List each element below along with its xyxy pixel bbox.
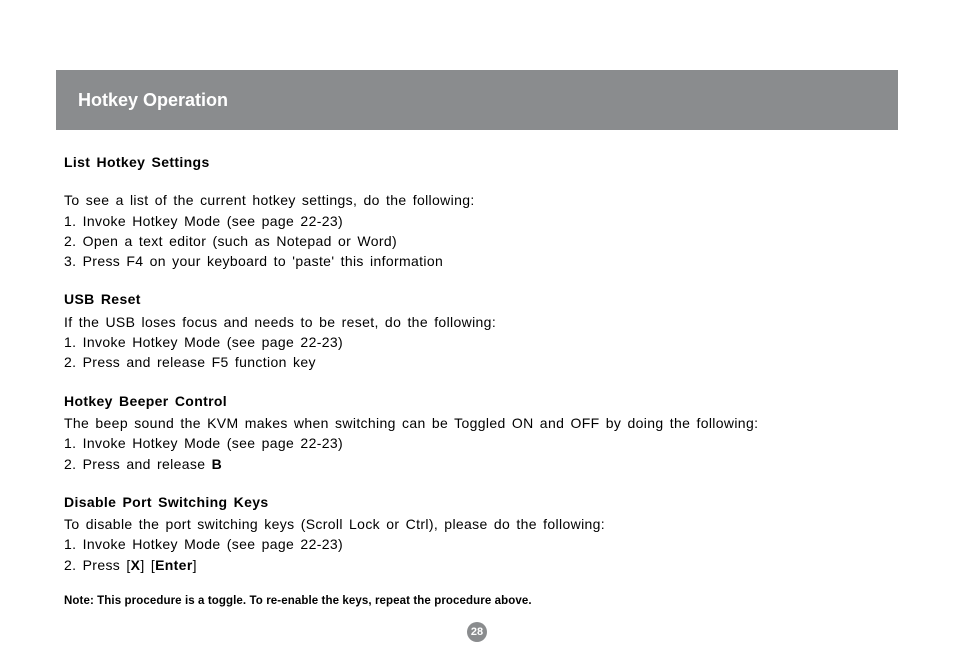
usb-reset-step2: 2. Press and release F5 function key [64,352,890,372]
beeper-step2-bold: B [212,456,222,472]
disable-port-step1: 1. Invoke Hotkey Mode (see page 22-23) [64,534,890,554]
disable-port-step2-suffix: ] [193,557,197,573]
disable-port-step2-bold1: X [131,557,141,573]
disable-port-intro: To disable the port switching keys (Scro… [64,514,890,534]
page-number-badge: 28 [467,622,487,642]
disable-port-step2-prefix: 2. Press [ [64,557,131,573]
disable-port-step2: 2. Press [X] [Enter] [64,555,890,575]
beeper-step1: 1. Invoke Hotkey Mode (see page 22-23) [64,433,890,453]
beeper-step2-prefix: 2. Press and release [64,456,212,472]
beeper-step2: 2. Press and release B [64,454,890,474]
section-heading-beeper: Hotkey Beeper Control [64,391,890,411]
header-bar: Hotkey Operation [56,70,898,130]
usb-reset-intro: If the USB loses focus and needs to be r… [64,312,890,332]
list-settings-step1: 1. Invoke Hotkey Mode (see page 22-23) [64,211,890,231]
page-number-container: 28 [0,622,954,642]
section-heading-list-settings: List Hotkey Settings [64,152,890,172]
disable-port-step2-bold2: Enter [155,557,193,573]
list-settings-intro: To see a list of the current hotkey sett… [64,190,890,210]
content-body: List Hotkey Settings To see a list of th… [56,130,898,610]
list-settings-step2: 2. Open a text editor (such as Notepad o… [64,231,890,251]
disable-port-step2-mid: ] [ [140,557,155,573]
section-heading-usb-reset: USB Reset [64,289,890,309]
beeper-intro: The beep sound the KVM makes when switch… [64,413,890,433]
usb-reset-step1: 1. Invoke Hotkey Mode (see page 22-23) [64,332,890,352]
list-settings-step3: 3. Press F4 on your keyboard to 'paste' … [64,251,890,271]
document-page: Hotkey Operation List Hotkey Settings To… [0,0,954,610]
page-title: Hotkey Operation [78,90,228,111]
section-heading-disable-port: Disable Port Switching Keys [64,492,890,512]
note-text: Note: This procedure is a toggle. To re-… [64,593,890,610]
